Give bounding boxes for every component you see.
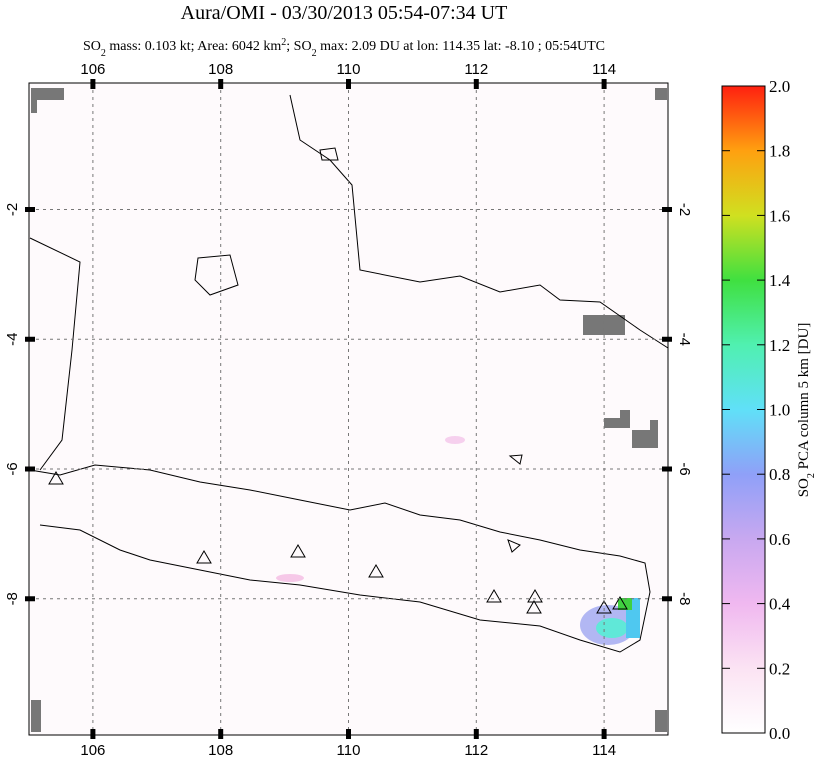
y-tick-label: -4 xyxy=(4,333,21,346)
map-background xyxy=(29,83,668,735)
y-tick-label: -8 xyxy=(676,592,693,605)
colorbar-tick-label: 0.4 xyxy=(769,595,791,614)
x-tick-label: 106 xyxy=(80,742,105,759)
colorbar-tick-label: 0.2 xyxy=(769,659,790,678)
script-text: 2 xyxy=(281,37,286,48)
colorbar-tick-label: 0.0 xyxy=(769,724,790,743)
y-tick-label: -6 xyxy=(676,462,693,475)
subtitle: SO2 mass: 0.103 kt; Area: 6042 km2; SO2 … xyxy=(83,37,605,59)
colorbar-tick-label: 1.2 xyxy=(769,336,790,355)
x-tick-label: 112 xyxy=(464,61,488,78)
so2-plume xyxy=(276,436,640,645)
coastline xyxy=(194,147,523,553)
missing-data xyxy=(31,88,667,732)
y-tick-label: -2 xyxy=(676,203,693,216)
colorbar-tick-label: 0.8 xyxy=(769,465,790,484)
text-part: SO xyxy=(796,478,812,497)
script-text: 2 xyxy=(312,48,317,59)
y-tick-label: -4 xyxy=(676,333,693,346)
script-text: 2 xyxy=(101,48,106,59)
colorbar-tick-label: 1.0 xyxy=(769,401,790,420)
map xyxy=(29,83,669,735)
y-tick-label: -2 xyxy=(4,203,21,216)
x-tick-label: 108 xyxy=(208,742,233,759)
text-part: PCA column 5 km [DU] xyxy=(796,323,812,473)
colorbar-tick-label: 0.6 xyxy=(769,530,790,549)
colorbar-tick-label: 1.6 xyxy=(769,206,790,225)
x-tick-label: 110 xyxy=(337,61,361,78)
x-tick-label: 112 xyxy=(464,742,488,759)
x-tick-label: 106 xyxy=(80,61,105,78)
y-tick-label: -8 xyxy=(4,592,21,605)
volcanoes xyxy=(48,471,628,614)
y-tick-label: -6 xyxy=(4,462,21,475)
colorbar-tick-label: 1.8 xyxy=(769,142,790,161)
colorbar-tick-label: 1.4 xyxy=(769,271,791,290)
coastline xyxy=(29,464,651,653)
text-part: mass: 0.103 kt; Area: 6042 km xyxy=(106,39,281,54)
colorbar-tick-label: 2.0 xyxy=(769,77,790,96)
text-part: max: 2.09 DU at lon: 114.35 lat: -8.10 ;… xyxy=(317,39,605,54)
x-tick-label: 110 xyxy=(337,742,361,759)
x-tick-label: 114 xyxy=(592,61,616,78)
text-part: SO xyxy=(83,39,101,54)
x-tick-label: 114 xyxy=(592,742,616,759)
coastline xyxy=(29,237,81,471)
x-tick-label: 108 xyxy=(208,61,233,78)
script-text: 2 xyxy=(806,473,817,478)
colorbar-label: SO2 PCA column 5 km [DU] xyxy=(796,323,817,498)
title: Aura/OMI - 03/30/2013 05:54-07:34 UT xyxy=(181,2,508,24)
text-part: ; SO xyxy=(286,39,311,54)
